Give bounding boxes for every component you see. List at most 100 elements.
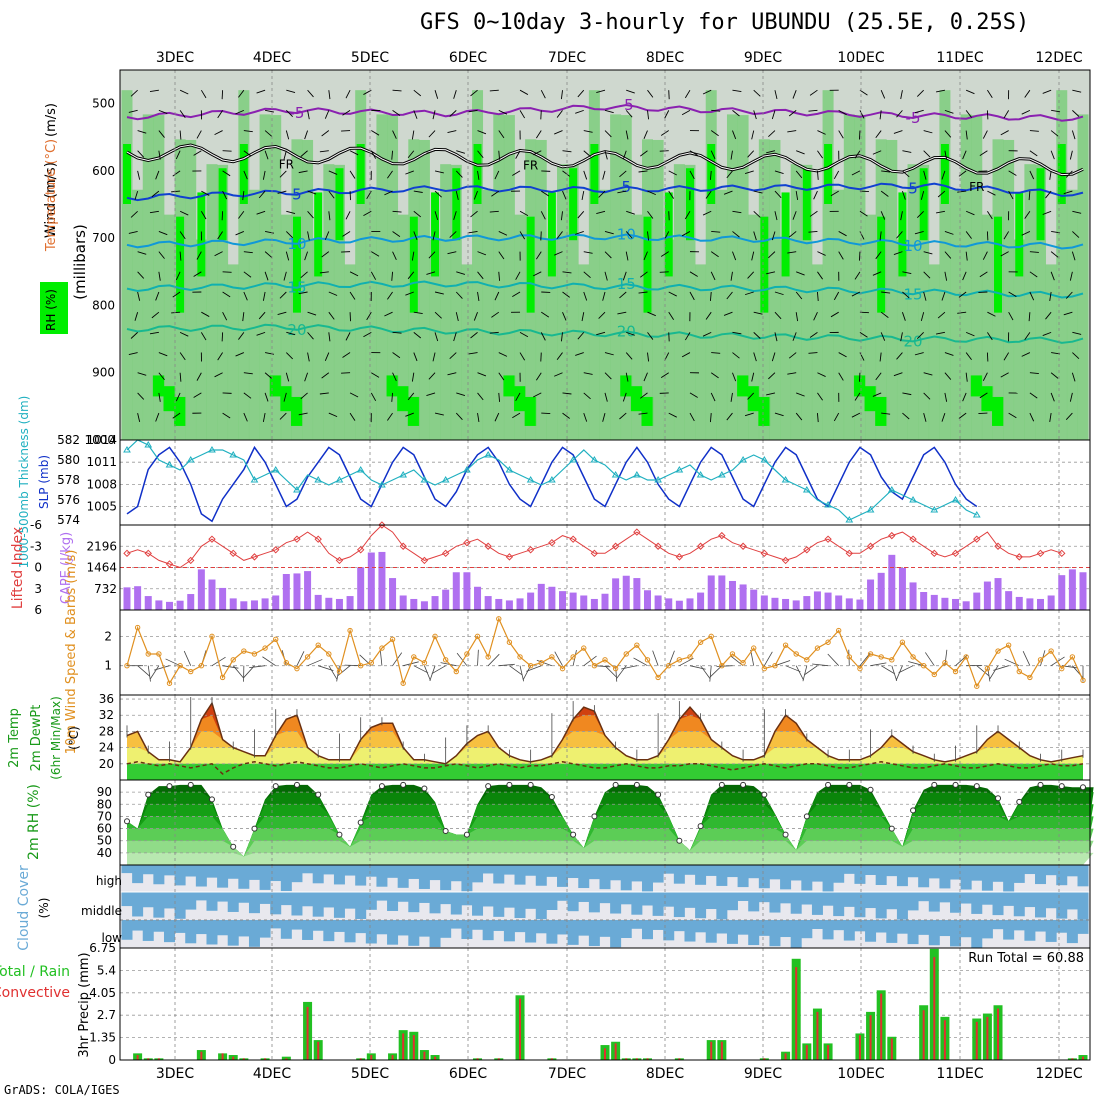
wind-barb <box>879 352 882 362</box>
wind-barb <box>577 210 585 219</box>
y-tick-label: 6 <box>34 603 42 617</box>
y-tick-label: 3 <box>34 582 42 596</box>
thickness-marker <box>186 456 195 463</box>
cloud-cover-bar <box>907 920 919 945</box>
wind-barb <box>477 392 484 401</box>
wind-barb <box>944 109 954 114</box>
wind-barb <box>217 110 223 119</box>
wind-barb <box>447 251 457 255</box>
wind-barb <box>795 412 803 421</box>
wind-barb <box>413 210 422 218</box>
cloud-cover-bar <box>163 920 175 943</box>
cape-bar <box>707 575 715 610</box>
wind-barb <box>575 352 584 356</box>
cloud-cover-bar <box>376 892 388 901</box>
wind-barb <box>449 231 457 238</box>
wind-barb <box>277 190 287 194</box>
cloud-cover-bar <box>737 865 749 888</box>
wind-barb <box>604 271 608 281</box>
contour-label: 10 <box>617 226 636 244</box>
wind-barb <box>1063 311 1073 316</box>
cloud-cover-bar <box>1077 865 1089 887</box>
wind-barb <box>392 251 397 260</box>
lifted-index-marker <box>356 546 365 554</box>
cloud-cover-bar <box>833 865 845 883</box>
wind-barb <box>243 170 248 180</box>
wind-barb <box>285 372 290 382</box>
wind-barb <box>149 89 159 93</box>
wind-speed-marker <box>188 668 194 675</box>
wind-barb <box>710 251 719 258</box>
thickness-marker <box>611 471 620 478</box>
wind-barb <box>813 311 818 321</box>
date-label-top: 10DEC <box>837 50 884 66</box>
wind-barb <box>413 190 423 193</box>
lifted-index-marker <box>378 521 386 529</box>
convective-bar <box>795 967 798 1060</box>
wind-barb <box>787 130 797 133</box>
cloud-cover-bar <box>238 892 250 903</box>
cloud-cover-bar <box>896 920 908 934</box>
wind-barb <box>413 89 422 97</box>
cloud-cover-bar <box>620 865 632 891</box>
wind-barb <box>1050 392 1055 402</box>
wind-barb <box>349 412 356 421</box>
cape-bar <box>155 600 163 610</box>
wind-barb <box>1021 109 1031 115</box>
wind-barb-10m <box>328 665 338 680</box>
cloud-cover-bar <box>599 865 611 890</box>
thickness-marker <box>420 476 429 483</box>
rh-streak <box>121 90 133 440</box>
lifted-index-marker <box>718 531 726 540</box>
wind-barb-10m <box>243 665 255 678</box>
wind-barb <box>747 271 755 279</box>
date-label-top: 5DEC <box>351 50 390 66</box>
wind-barb <box>1024 89 1031 98</box>
wind-barb <box>965 251 968 261</box>
y-tick-label: 500 <box>92 97 115 111</box>
rh-high-patch <box>641 396 654 426</box>
wind-barb <box>370 150 377 159</box>
cloud-cover-bar <box>1066 865 1078 877</box>
wind-speed-marker <box>294 665 300 672</box>
y-tick-label: 90 <box>97 785 112 799</box>
cloud-cover-bar <box>259 892 271 904</box>
wind-barb <box>477 372 487 377</box>
wind-barb-10m <box>891 665 898 682</box>
wind-barb <box>217 352 223 361</box>
rh-streak <box>153 115 165 440</box>
wind-barb <box>235 352 245 357</box>
lifted-index-marker <box>165 560 174 568</box>
cape-bar <box>888 554 896 610</box>
wind-speed-marker <box>878 654 884 660</box>
wind-barb-10m <box>633 657 648 667</box>
rh-streak <box>588 90 600 440</box>
wind-barb <box>307 89 314 98</box>
wind-barb <box>473 312 478 321</box>
wind-barb <box>300 150 308 157</box>
wind-barb <box>880 190 889 197</box>
convective-bar <box>370 1055 373 1060</box>
wind-barb <box>286 89 296 93</box>
wind-barb <box>387 291 393 300</box>
rh-streak <box>365 189 377 440</box>
wind-barb <box>494 170 500 180</box>
cloud-cover-bar <box>641 892 653 906</box>
wind-barb <box>896 352 903 360</box>
wind-barb <box>1049 170 1052 180</box>
wind-barb <box>1045 190 1052 199</box>
wind-barb <box>711 352 721 354</box>
rh-high-patch <box>590 144 599 204</box>
rh-streak <box>1035 164 1047 440</box>
wind-barb <box>664 110 670 119</box>
rh-streak <box>822 90 834 440</box>
wind-speed-marker <box>612 665 619 672</box>
wind-barb <box>944 251 952 259</box>
wind-barb <box>392 331 402 334</box>
wind-barb <box>262 413 266 423</box>
rh-high-patch <box>994 216 1003 313</box>
wind-barb <box>617 190 627 194</box>
lifted-index-marker <box>909 535 917 543</box>
thickness-marker <box>526 476 535 483</box>
cape-bar <box>240 601 248 610</box>
